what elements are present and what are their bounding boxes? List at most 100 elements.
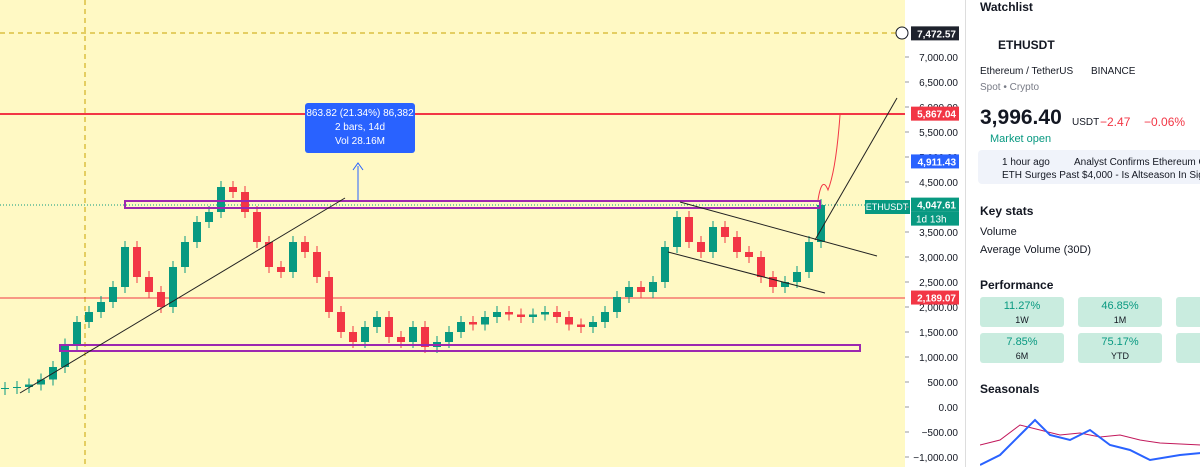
candle — [217, 187, 225, 212]
candle — [421, 327, 429, 347]
trendline — [667, 251, 826, 294]
perf-tile[interactable]: 75.17% YTD — [1078, 333, 1162, 363]
price-tick-label: −500.00 — [922, 428, 959, 439]
season-line — [980, 424, 1200, 446]
zone — [59, 344, 861, 352]
candle — [529, 314, 537, 317]
candle — [625, 287, 633, 297]
symbol: ETHUSDT — [998, 38, 1055, 52]
candle — [697, 242, 705, 252]
price-badge — [911, 26, 959, 41]
price-badge — [911, 290, 959, 305]
perf-period: 1M — [1113, 315, 1127, 325]
price-tick-label: 7,000.00 — [919, 53, 958, 64]
candle — [301, 242, 309, 252]
perf-period: 1W — [1015, 315, 1029, 325]
candle — [577, 324, 585, 327]
candle — [265, 242, 273, 267]
candle — [169, 267, 177, 307]
candle — [181, 242, 189, 267]
projection — [817, 114, 841, 201]
price-tick-label: 3,000.00 — [919, 253, 958, 264]
price-badge — [911, 106, 959, 121]
perf-tile[interactable]: 11.27% 1W — [980, 297, 1064, 327]
perf-tile[interactable] — [1176, 297, 1200, 327]
candle — [505, 312, 513, 315]
countdown: 1d 13h — [916, 215, 947, 226]
candle — [769, 277, 777, 287]
candle — [277, 267, 285, 272]
season-line — [980, 418, 1200, 466]
exchange: BINANCE — [1091, 66, 1136, 77]
news-headline: ETH Surges Past $4,000 - Is Altseason In… — [1002, 170, 1200, 181]
symbol-badge-text: ETHUSDT — [866, 202, 909, 212]
candle — [85, 312, 93, 322]
seasonals: Seasonals — [980, 382, 1040, 396]
candle — [397, 337, 405, 342]
perf-tile[interactable] — [1176, 333, 1200, 363]
candle — [493, 312, 501, 317]
candle — [445, 332, 453, 342]
price-tick-label: 4,500.00 — [919, 178, 958, 189]
candle — [685, 217, 693, 242]
candle — [541, 312, 549, 315]
news-card[interactable] — [978, 150, 1200, 184]
measure-arrow — [352, 162, 364, 171]
candle — [361, 327, 369, 342]
price-badge-text: 2,189.07 — [917, 294, 956, 305]
perf-tile[interactable]: 46.85% 1M — [1078, 297, 1162, 327]
description: Ethereum / TetherUS — [980, 66, 1074, 77]
price-tick-label: 500.00 — [927, 378, 958, 389]
candle — [193, 222, 201, 242]
symbol-badge — [865, 200, 910, 214]
candle — [37, 379, 45, 385]
candle — [337, 312, 345, 332]
add-icon — [895, 26, 909, 40]
price-badge — [911, 154, 959, 169]
candle — [481, 317, 489, 325]
candle — [649, 282, 657, 292]
candle — [721, 227, 729, 237]
candle — [61, 344, 69, 367]
performance: Performance — [980, 278, 1054, 292]
candle — [409, 327, 417, 342]
side-panel: Watchlist ETHUSDT Ethereum / TetherUS BI… — [965, 0, 1200, 467]
price-tick-label: −1,000.00 — [913, 453, 958, 464]
candle — [133, 247, 141, 277]
candle — [709, 227, 717, 252]
price-tick-label: 0.00 — [939, 403, 959, 414]
watchlist-header[interactable]: Watchlist — [980, 0, 1033, 14]
candle — [229, 187, 237, 192]
candle — [313, 252, 321, 277]
news-time: 1 hour ago — [1002, 157, 1050, 168]
price-badge-text: 7,472.57 — [917, 29, 956, 40]
price-tick-label: 5,500.00 — [919, 128, 958, 139]
candle — [601, 312, 609, 322]
candle — [805, 242, 813, 272]
price-badge-text: 4,047.61 — [917, 201, 956, 212]
measure-text: Vol 28.16M — [335, 136, 385, 147]
perf-value: 46.85% — [1101, 300, 1139, 312]
candle — [553, 312, 561, 317]
price-tick-label: 2,000.00 — [919, 303, 958, 314]
price-badge — [911, 197, 959, 212]
candle — [121, 247, 129, 287]
candle — [469, 322, 477, 325]
candle — [97, 302, 105, 312]
perf-tile[interactable]: 7.85% 6M — [980, 333, 1064, 363]
candle — [661, 247, 669, 282]
price-tick-label: 1,000.00 — [919, 353, 958, 364]
candle — [349, 332, 357, 342]
chart-bg — [0, 0, 905, 467]
key-stats: Key stats — [980, 204, 1034, 218]
candle — [73, 322, 81, 345]
change-pct: −0.06% — [1144, 115, 1186, 129]
trendline — [679, 201, 878, 257]
price-tick-label: 6,500.00 — [919, 78, 958, 89]
measure-text: 2 bars, 14d — [335, 122, 385, 133]
candle — [13, 387, 21, 388]
candle — [157, 292, 165, 307]
seasonals-chart — [980, 418, 1200, 466]
candle — [253, 212, 261, 242]
status: Market open — [990, 133, 1052, 145]
